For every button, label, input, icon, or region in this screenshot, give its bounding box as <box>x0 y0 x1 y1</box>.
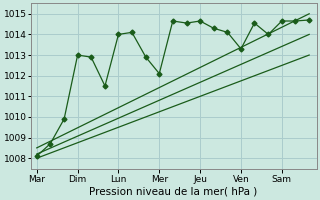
X-axis label: Pression niveau de la mer( hPa ): Pression niveau de la mer( hPa ) <box>90 187 258 197</box>
